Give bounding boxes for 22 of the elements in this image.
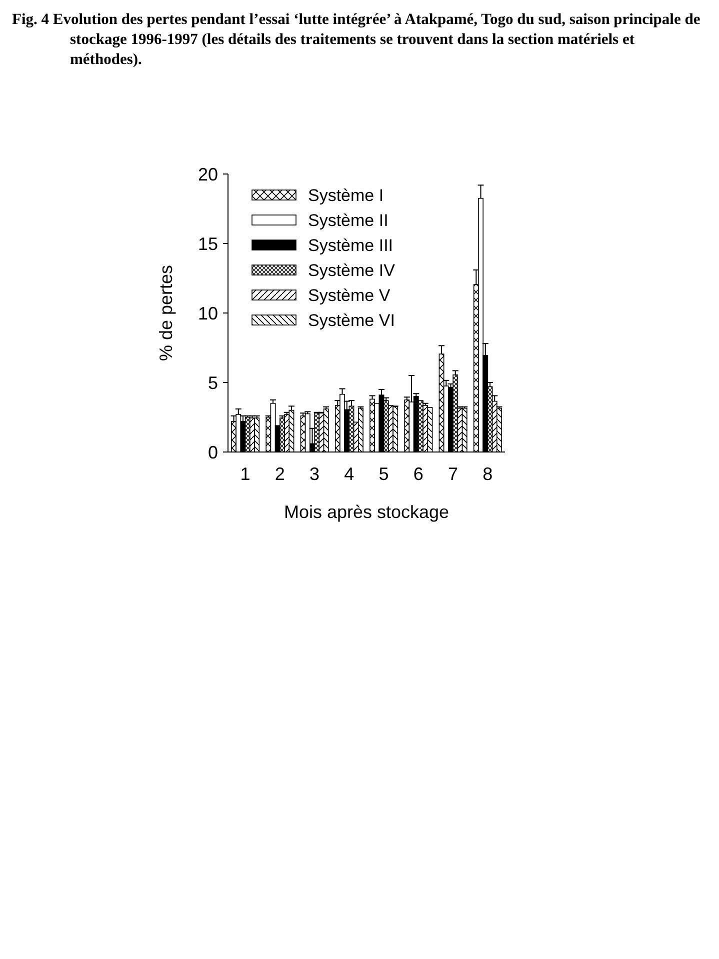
x-tick-label: 7 bbox=[448, 464, 458, 484]
y-tick-label: 20 bbox=[198, 164, 218, 184]
legend-label: Système IV bbox=[308, 260, 396, 280]
x-tick-label: 4 bbox=[344, 464, 354, 484]
y-tick-label: 15 bbox=[198, 234, 218, 254]
y-tick-label: 0 bbox=[208, 442, 218, 462]
x-tick-label: 5 bbox=[378, 464, 389, 484]
y-tick-label: 5 bbox=[208, 372, 218, 393]
legend-label: Système III bbox=[308, 236, 394, 255]
x-axis-title: Mois après stockage bbox=[284, 502, 450, 522]
x-tick-label: 6 bbox=[413, 464, 424, 484]
legend-label: Système II bbox=[308, 210, 388, 230]
x-tick-label: 8 bbox=[482, 464, 493, 484]
y-axis-title: % de pertes bbox=[156, 264, 176, 362]
x-tick-label: 1 bbox=[240, 464, 250, 484]
x-tick-label: 3 bbox=[310, 464, 320, 484]
legend-label: Système VI bbox=[308, 310, 395, 330]
x-tick-label: 2 bbox=[274, 464, 285, 484]
y-tick-label: 10 bbox=[198, 303, 218, 324]
chart-title: Fig. 4 Evolution des pertes pendant l’essai ‘lutte intégrée’ à Atakpamé, Togo du sud, saison principale de stockage 1996-1997 (les détails des traitements se trouvent dans la section matériels et méthodes). bbox=[12, 10, 702, 70]
legend-label: Système V bbox=[308, 286, 391, 305]
legend-label: Système I bbox=[308, 186, 384, 205]
